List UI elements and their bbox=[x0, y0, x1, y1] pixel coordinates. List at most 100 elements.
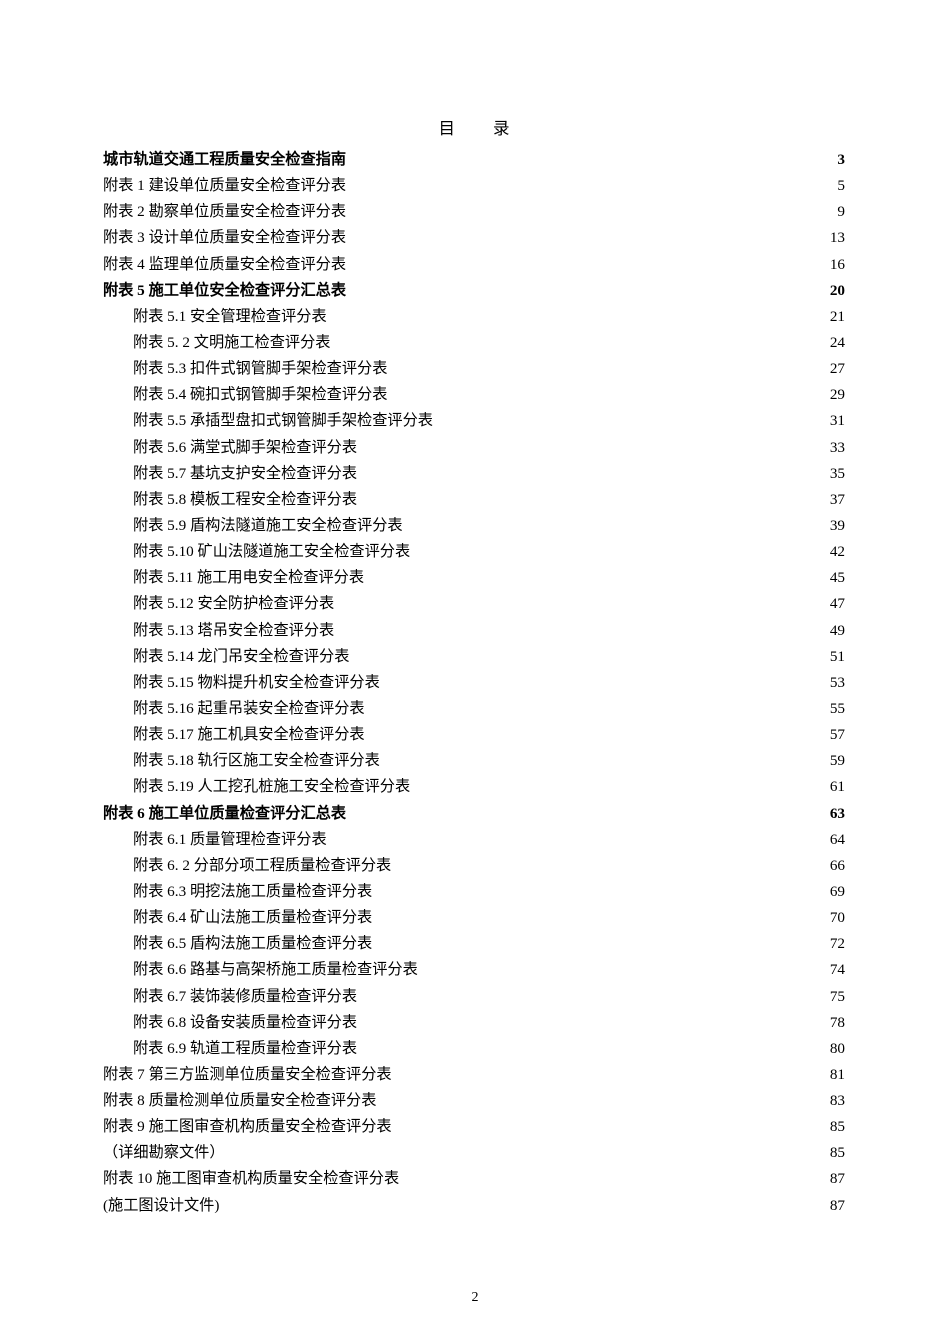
toc-entry-page: 31 bbox=[830, 408, 845, 434]
toc-entry-label: 附表 6.9 轨道工程质量检查评分表 bbox=[133, 1036, 357, 1062]
toc-entry: 附表 3 设计单位质量安全检查评分表13 bbox=[103, 225, 845, 251]
toc-entry-label: 附表 5. 2 文明施工检查评分表 bbox=[133, 330, 330, 356]
toc-entry: 附表 5.15 物料提升机安全检查评分表53 bbox=[103, 670, 845, 696]
toc-entry: 附表 5.3 扣件式钢管脚手架检查评分表 27 bbox=[103, 356, 845, 382]
toc-entry: 附表 6.5 盾构法施工质量检查评分表 72 bbox=[103, 931, 845, 957]
page-number: 2 bbox=[0, 1290, 950, 1306]
toc-entry-page: 61 bbox=[830, 774, 845, 800]
toc-entry-page: 59 bbox=[830, 748, 845, 774]
toc-entry-page: 80 bbox=[830, 1036, 845, 1062]
toc-entry-label: 附表 4 监理单位质量安全检查评分表 bbox=[103, 252, 346, 278]
toc-entry-page: 55 bbox=[830, 696, 845, 722]
toc-entry: 附表 6.6 路基与高架桥施工质量检查评分表 74 bbox=[103, 957, 845, 983]
toc-entry-page: 35 bbox=[830, 461, 845, 487]
toc-entry-label: 附表 5.9 盾构法隧道施工安全检查评分表 bbox=[133, 513, 403, 539]
toc-entry-page: 51 bbox=[830, 644, 845, 670]
toc-entry: （详细勘察文件） 85 bbox=[103, 1140, 845, 1166]
toc-entry-label: 附表 5.13 塔吊安全检查评分表 bbox=[133, 618, 334, 644]
toc-entry: 附表 6. 2 分部分项工程质量检查评分表 66 bbox=[103, 853, 845, 879]
toc-entry: 附表 6.3 明挖法施工质量检查评分表69 bbox=[103, 879, 845, 905]
toc-entry: 附表 2 勘察单位质量安全检查评分表9 bbox=[103, 199, 845, 225]
toc-entry-label: 附表 5.17 施工机具安全检查评分表 bbox=[133, 722, 365, 748]
toc-entry: 附表 1 建设单位质量安全检查评分表 5 bbox=[103, 173, 845, 199]
toc-entry-page: 53 bbox=[830, 670, 845, 696]
toc-entry-label: 附表 6.1 质量管理检查评分表 bbox=[133, 827, 327, 853]
toc-entry: 附表 6.7 装饰装修质量检查评分表75 bbox=[103, 984, 845, 1010]
toc-entry: 附表 5.4 碗扣式钢管脚手架检查评分表29 bbox=[103, 382, 845, 408]
toc-entry-page: 85 bbox=[830, 1140, 845, 1166]
toc-entry-page: 70 bbox=[830, 905, 845, 931]
document-page: 目录 城市轨道交通工程质量安全检查指南3附表 1 建设单位质量安全检查评分表5附… bbox=[0, 0, 950, 1344]
toc-entry-label: 附表 6.3 明挖法施工质量检查评分表 bbox=[133, 879, 372, 905]
toc-entry: 附表 5.10 矿山法隧道施工安全检查评分表42 bbox=[103, 539, 845, 565]
toc-entry-page: 21 bbox=[830, 304, 845, 330]
toc-entry-page: 87 bbox=[830, 1193, 845, 1219]
toc-entry-label: 附表 7 第三方监测单位质量安全检查评分表 bbox=[103, 1062, 392, 1088]
toc-entry-label: 附表 5.18 轨行区施工安全检查评分表 bbox=[133, 748, 380, 774]
toc-entry-label: 附表 5.4 碗扣式钢管脚手架检查评分表 bbox=[133, 382, 387, 408]
toc-entry: 附表 10 施工图审查机构质量安全检查评分表87 bbox=[103, 1166, 845, 1192]
toc-entry-label: 附表 5.8 模板工程安全检查评分表 bbox=[133, 487, 357, 513]
toc-entry-label: (施工图设计文件) bbox=[103, 1193, 219, 1219]
toc-entry: 附表 8 质量检测单位质量安全检查评分表 83 bbox=[103, 1088, 845, 1114]
toc-entry-label: 附表 6 施工单位质量检查评分汇总表 bbox=[103, 801, 346, 827]
toc-entry-label: 附表 5.6 满堂式脚手架检查评分表 bbox=[133, 435, 357, 461]
toc-entry: 附表 4 监理单位质量安全检查评分表16 bbox=[103, 252, 845, 278]
toc-entry: 附表 5.8 模板工程安全检查评分表 37 bbox=[103, 487, 845, 513]
toc-entry-page: 24 bbox=[830, 330, 845, 356]
toc-entry-page: 3 bbox=[837, 147, 845, 173]
toc-entry: 城市轨道交通工程质量安全检查指南3 bbox=[103, 147, 845, 173]
toc-entry: 附表 5.11 施工用电安全检查评分表45 bbox=[103, 565, 845, 591]
toc-entry-page: 83 bbox=[830, 1088, 845, 1114]
toc-entry-page: 66 bbox=[830, 853, 845, 879]
toc-entry-page: 49 bbox=[830, 618, 845, 644]
toc-entry-page: 81 bbox=[830, 1062, 845, 1088]
toc-entry-page: 74 bbox=[830, 957, 845, 983]
toc-entry-label: 附表 8 质量检测单位质量安全检查评分表 bbox=[103, 1088, 376, 1114]
toc-entry-label: 附表 9 施工图审查机构质量安全检查评分表 bbox=[103, 1114, 392, 1140]
toc-entry: (施工图设计文件) 87 bbox=[103, 1193, 845, 1219]
toc-entry-label: 附表 6.6 路基与高架桥施工质量检查评分表 bbox=[133, 957, 418, 983]
toc-entry-label: 附表 6.4 矿山法施工质量检查评分表 bbox=[133, 905, 372, 931]
toc-entry-label: 附表 5.5 承插型盘扣式钢管脚手架检查评分表 bbox=[133, 408, 433, 434]
toc-entry: 附表 5.1 安全管理检查评分表21 bbox=[103, 304, 845, 330]
toc-entry: 附表 7 第三方监测单位质量安全检查评分表 81 bbox=[103, 1062, 845, 1088]
toc-entry: 附表 5.6 满堂式脚手架检查评分表33 bbox=[103, 435, 845, 461]
toc-entry-label: 附表 5.11 施工用电安全检查评分表 bbox=[133, 565, 364, 591]
toc-entry: 附表 5.13 塔吊安全检查评分表 49 bbox=[103, 618, 845, 644]
toc-entry: 附表 9 施工图审查机构质量安全检查评分表 85 bbox=[103, 1114, 845, 1140]
toc-entry-page: 37 bbox=[830, 487, 845, 513]
toc-entry-label: 附表 3 设计单位质量安全检查评分表 bbox=[103, 225, 346, 251]
toc-entry-label: 附表 5.16 起重吊装安全检查评分表 bbox=[133, 696, 365, 722]
toc-entry-label: （详细勘察文件） bbox=[103, 1140, 225, 1166]
toc-entry-page: 72 bbox=[830, 931, 845, 957]
toc-entry: 附表 5.7 基坑支护安全检查评分表 35 bbox=[103, 461, 845, 487]
toc-entry-label: 附表 6.5 盾构法施工质量检查评分表 bbox=[133, 931, 372, 957]
toc-entry-label: 附表 5.3 扣件式钢管脚手架检查评分表 bbox=[133, 356, 387, 382]
toc-entry: 附表 5. 2 文明施工检查评分表 24 bbox=[103, 330, 845, 356]
toc-entry-page: 78 bbox=[830, 1010, 845, 1036]
toc-entry-label: 附表 2 勘察单位质量安全检查评分表 bbox=[103, 199, 346, 225]
toc-entry: 附表 6.8 设备安装质量检查评分表78 bbox=[103, 1010, 845, 1036]
toc-entry: 附表 5.18 轨行区施工安全检查评分表 59 bbox=[103, 748, 845, 774]
toc-entry-label: 附表 1 建设单位质量安全检查评分表 bbox=[103, 173, 346, 199]
toc-entry: 附表 6 施工单位质量检查评分汇总表 63 bbox=[103, 801, 845, 827]
toc-entry-page: 5 bbox=[837, 173, 845, 199]
toc-entry-label: 附表 5.10 矿山法隧道施工安全检查评分表 bbox=[133, 539, 410, 565]
toc-title: 目录 bbox=[103, 115, 845, 139]
toc-entry-page: 57 bbox=[830, 722, 845, 748]
toc-entry-label: 附表 5.7 基坑支护安全检查评分表 bbox=[133, 461, 357, 487]
toc-entry-page: 39 bbox=[830, 513, 845, 539]
toc-entry-label: 附表 6.7 装饰装修质量检查评分表 bbox=[133, 984, 357, 1010]
toc-entry-page: 63 bbox=[830, 801, 845, 827]
toc-entry: 附表 6.4 矿山法施工质量检查评分表 70 bbox=[103, 905, 845, 931]
toc-entry-page: 85 bbox=[830, 1114, 845, 1140]
toc-entry-label: 附表 6. 2 分部分项工程质量检查评分表 bbox=[133, 853, 391, 879]
toc-entry-label: 附表 10 施工图审查机构质量安全检查评分表 bbox=[103, 1166, 399, 1192]
toc-entry-page: 47 bbox=[830, 591, 845, 617]
toc-entry: 附表 6.9 轨道工程质量检查评分表 80 bbox=[103, 1036, 845, 1062]
toc-entry: 附表 5.14 龙门吊安全检查评分表51 bbox=[103, 644, 845, 670]
toc-entry-page: 27 bbox=[830, 356, 845, 382]
toc-entry: 附表 5.5 承插型盘扣式钢管脚手架检查评分表 31 bbox=[103, 408, 845, 434]
toc-entry: 附表 5.12 安全防护检查评分表47 bbox=[103, 591, 845, 617]
